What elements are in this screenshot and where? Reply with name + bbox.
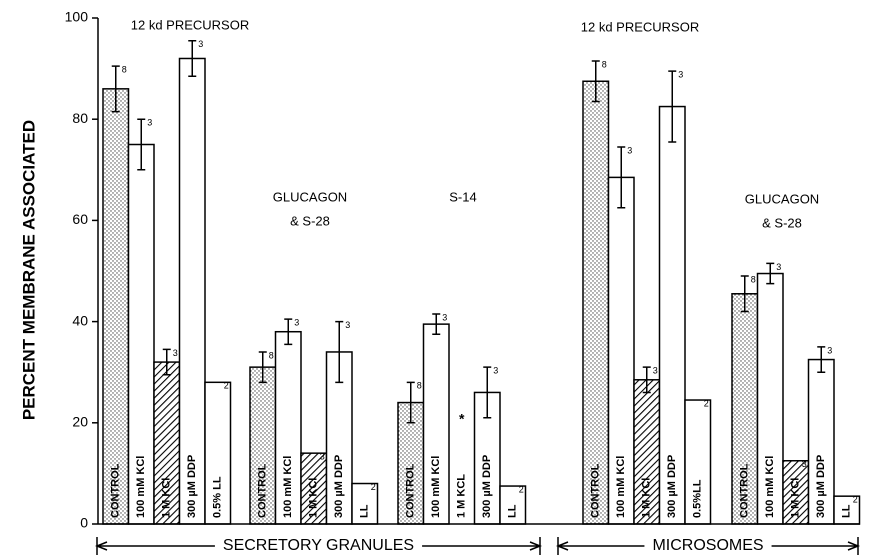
n-label: 3 bbox=[198, 39, 203, 49]
x-tick-label: 1 M KCl bbox=[641, 478, 653, 518]
n-label: 3 bbox=[173, 348, 178, 358]
x-tick-label: 300 µM DDP bbox=[186, 455, 198, 518]
x-tick-label: 100 mM KCl bbox=[430, 456, 442, 518]
error-bar bbox=[766, 262, 775, 285]
x-tick-label: 1 M KCl bbox=[790, 478, 802, 518]
bar bbox=[351, 482, 379, 525]
error-bar bbox=[162, 348, 171, 376]
y-tick-label: 40 bbox=[72, 312, 88, 328]
x-tick-label: 100 mM KCl bbox=[135, 456, 147, 518]
n-label: 2 bbox=[519, 484, 524, 494]
x-tick-label: 0.5% LL bbox=[212, 476, 224, 518]
x-tick-label: CONTROL bbox=[590, 463, 602, 518]
section-label: SECRETORY GRANULES bbox=[223, 537, 414, 554]
note: * bbox=[459, 411, 465, 427]
n-label: 2 bbox=[704, 398, 709, 408]
error-bar bbox=[335, 320, 344, 384]
error-bar bbox=[284, 318, 293, 346]
n-label: 3 bbox=[147, 118, 152, 128]
bar bbox=[422, 323, 450, 525]
section-arrow bbox=[94, 537, 543, 555]
y-tick-label: 80 bbox=[72, 110, 88, 126]
annotation: & S-28 bbox=[762, 215, 802, 230]
x-tick-label: LL bbox=[359, 504, 371, 518]
x-tick-label: 1 M KCl bbox=[161, 478, 173, 518]
bar bbox=[582, 80, 610, 525]
y-tick-label: 60 bbox=[72, 211, 88, 227]
n-label: 8 bbox=[751, 274, 756, 284]
x-tick-label: 300 µM DDP bbox=[666, 455, 678, 518]
n-label: 2 bbox=[224, 381, 229, 391]
x-tick-label: LL bbox=[841, 504, 853, 518]
annotation: 12 kd PRECURSOR bbox=[581, 19, 699, 34]
error-bar bbox=[642, 366, 651, 394]
section-label: MICROSOMES bbox=[652, 537, 763, 554]
y-axis-title: PERCENT MEMBRANE ASSOCIATED bbox=[19, 120, 38, 420]
n-label: 3 bbox=[776, 262, 781, 272]
x-tick-label: CONTROL bbox=[739, 463, 751, 518]
x-tick-label: 1 M KCL bbox=[456, 474, 468, 518]
annotation: GLUCAGON bbox=[745, 191, 819, 206]
n-label: 2 bbox=[371, 482, 376, 492]
n-label: 2 bbox=[853, 495, 858, 505]
n-label: 3 bbox=[294, 317, 299, 327]
x-tick-label: CONTROL bbox=[110, 463, 122, 518]
y-tick-label: 100 bbox=[65, 9, 89, 25]
annotation: GLUCAGON bbox=[273, 189, 347, 204]
x-tick-label: 100 mM KCl bbox=[615, 456, 627, 518]
annotation: & S-28 bbox=[290, 213, 330, 228]
n-label: 3 bbox=[627, 145, 632, 155]
bar bbox=[204, 381, 232, 525]
error-bar bbox=[591, 60, 600, 103]
bar bbox=[249, 366, 277, 525]
section-arrow bbox=[555, 537, 861, 555]
x-tick-label: 300 µM DDP bbox=[815, 455, 827, 518]
error-bar bbox=[258, 351, 267, 384]
bar bbox=[178, 57, 206, 525]
error-bar bbox=[483, 366, 492, 419]
x-tick-label: CONTROL bbox=[257, 463, 269, 518]
n-label: 3 bbox=[442, 312, 447, 322]
error-bar bbox=[668, 70, 677, 143]
x-tick-label: 300 µM DDP bbox=[333, 455, 345, 518]
x-tick-label: 100 mM KCl bbox=[764, 456, 776, 518]
n-label: 3 bbox=[493, 366, 498, 376]
bar bbox=[300, 452, 328, 525]
n-label: 3 bbox=[678, 70, 683, 80]
bar bbox=[807, 358, 835, 525]
n-label: 8 bbox=[122, 64, 127, 74]
bar bbox=[684, 399, 712, 525]
error-bar bbox=[617, 146, 626, 209]
bar bbox=[102, 88, 130, 525]
error-bar bbox=[432, 313, 441, 335]
n-label: 3 bbox=[653, 366, 658, 376]
error-bar bbox=[137, 118, 146, 171]
annotation: 12 kd PRECURSOR bbox=[131, 17, 249, 32]
x-tick-label: CONTROL bbox=[405, 463, 417, 518]
error-bar bbox=[817, 346, 826, 373]
y-tick-label: 20 bbox=[72, 414, 88, 430]
annotation: S-14 bbox=[449, 189, 476, 204]
x-tick-label: 1 M KCl bbox=[308, 478, 320, 518]
error-bar bbox=[188, 40, 197, 77]
error-bar bbox=[111, 65, 120, 113]
n-label: 3 bbox=[827, 345, 832, 355]
y-tick-label: 0 bbox=[80, 515, 88, 531]
n-label: 8 bbox=[602, 59, 607, 69]
n-label: 8 bbox=[417, 381, 422, 391]
n-label: 3 bbox=[320, 452, 325, 462]
n-label: 8 bbox=[269, 350, 274, 360]
x-tick-label: 0.5%LL bbox=[692, 479, 704, 518]
x-tick-label: 300 µM DDP bbox=[481, 455, 493, 518]
x-tick-label: LL bbox=[507, 504, 519, 518]
x-tick-label: 100 mM KCl bbox=[282, 456, 294, 518]
n-label: 3 bbox=[802, 459, 807, 469]
n-label: 3 bbox=[345, 320, 350, 330]
error-bar bbox=[740, 275, 749, 313]
bar bbox=[274, 330, 302, 525]
error-bar bbox=[406, 381, 415, 424]
